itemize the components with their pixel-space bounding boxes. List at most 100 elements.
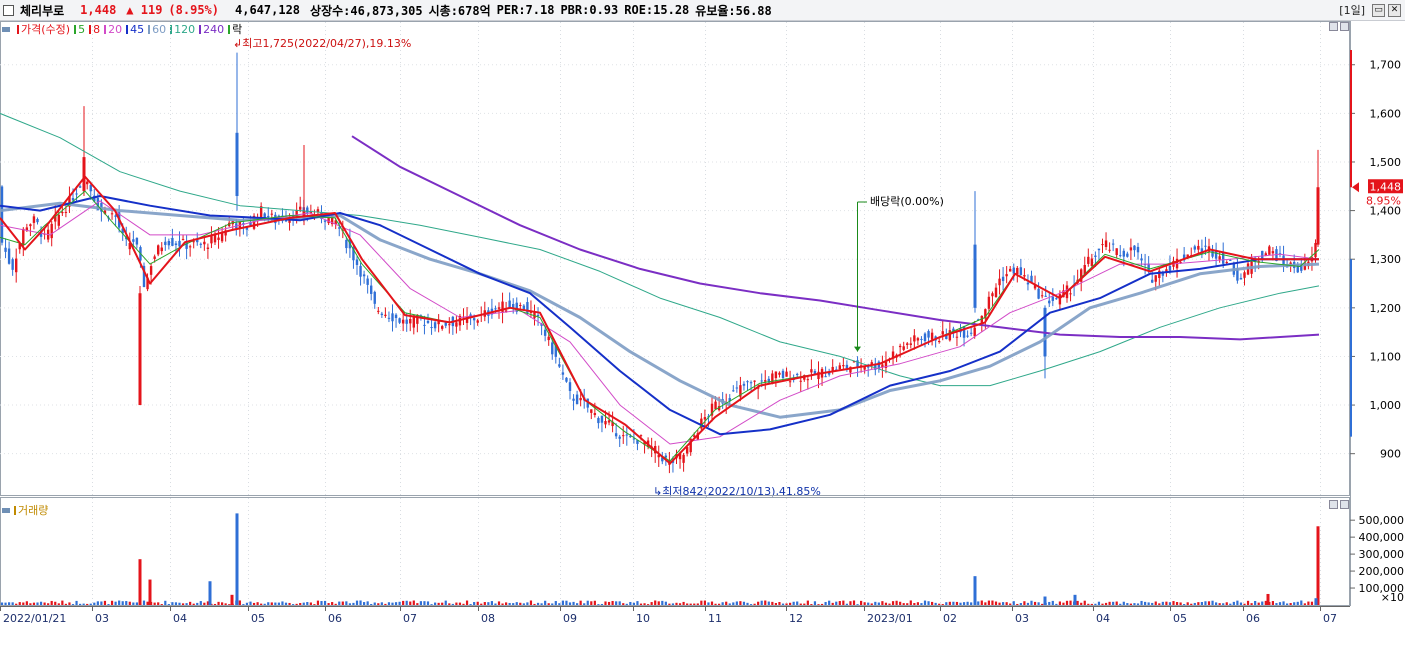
volume-bar [757, 601, 760, 605]
restore-window-icon[interactable]: ▭ [1372, 3, 1385, 17]
volume-bar [345, 601, 348, 605]
volume-pane-maximize-icon[interactable] [1340, 500, 1349, 509]
candle-body [224, 230, 227, 236]
volume-bar [1307, 601, 1310, 605]
candle-body [430, 327, 433, 329]
volume-bar [980, 600, 983, 605]
candle-body [1119, 255, 1122, 257]
volume-bar [998, 602, 1001, 605]
candle-body [25, 227, 29, 231]
candle-body [1165, 269, 1168, 273]
roe-value: ROE:15.28 [624, 3, 690, 17]
candle-body [1282, 255, 1285, 265]
candle-body [46, 229, 50, 240]
legend-handle-icon[interactable] [2, 26, 10, 32]
volume-bar [192, 603, 195, 605]
volume-bar [867, 602, 870, 605]
volume-handle-icon[interactable] [2, 507, 10, 513]
volume-bar [884, 602, 888, 605]
candle-body [1211, 250, 1214, 257]
volume-bar [29, 603, 32, 605]
volume-bar [213, 603, 217, 605]
volume-bar [54, 601, 57, 605]
pane-minimize-icon[interactable] [1329, 22, 1338, 31]
candle-body [149, 266, 153, 275]
candle-body [1043, 307, 1047, 357]
volume-bar [43, 602, 46, 605]
pane-maximize-icon[interactable] [1340, 22, 1349, 31]
candle-body [1151, 279, 1154, 283]
legend-ma45[interactable]: 45 [130, 22, 145, 36]
candle-body [902, 346, 905, 350]
legend-price[interactable]: 가격(수정) [21, 23, 71, 36]
volume-bar [366, 601, 369, 605]
candle-body [1271, 251, 1275, 254]
volume-bar [373, 602, 376, 605]
volume-bar [654, 600, 657, 605]
volume-bar [1119, 603, 1122, 605]
candle-body [1261, 250, 1264, 260]
candle-body [838, 365, 841, 370]
legend-ma8[interactable]: 8 [93, 22, 101, 36]
candle-body [625, 434, 628, 436]
candle-body [629, 436, 632, 438]
y-tick-label: 1,200 [1370, 302, 1402, 315]
ma120-marker [170, 24, 173, 34]
volume-bar [480, 603, 483, 605]
legend-ma120[interactable]: 120 [174, 22, 196, 36]
candle-body [32, 216, 36, 223]
volume-bar [423, 601, 426, 605]
candle-body [522, 305, 526, 311]
volume-bar [696, 603, 699, 605]
stock-name[interactable]: 체리부로 [20, 3, 65, 18]
candle-body [455, 322, 458, 327]
volume-bar [341, 601, 344, 605]
select-checkbox[interactable] [3, 4, 14, 16]
candle-body [75, 193, 78, 195]
volume-bar [813, 601, 817, 605]
volume-bar [377, 603, 380, 605]
candle-body [543, 329, 547, 336]
volume-bar [916, 602, 919, 605]
legend-ma240[interactable]: 240 [203, 22, 225, 36]
candle-body [717, 406, 721, 411]
volume-bar [1044, 602, 1047, 605]
volume-legend-label[interactable]: 거래량 [18, 504, 49, 517]
period-selector[interactable]: [1일] [1339, 4, 1365, 17]
candle-body [515, 302, 518, 312]
candle-body [480, 314, 483, 316]
candle-body [409, 318, 412, 324]
volume-bar [185, 603, 188, 605]
candle-body [984, 309, 987, 319]
volume-bar [306, 602, 309, 605]
candle-body [217, 237, 220, 241]
volume-bar [1193, 602, 1196, 605]
legend-ma20[interactable]: 20 [108, 22, 123, 36]
volume-pane-minimize-icon[interactable] [1329, 500, 1338, 509]
candle-body [891, 351, 895, 359]
candle-body [962, 326, 966, 338]
candle-body [497, 307, 501, 309]
candle-body [387, 317, 391, 319]
volume-bar [991, 600, 994, 605]
volume-bar [760, 600, 763, 605]
volume-bar [845, 603, 848, 605]
candle-body [1289, 262, 1292, 265]
volume-bar [309, 602, 312, 605]
candle-body [657, 454, 660, 458]
close-window-icon[interactable]: ✕ [1388, 3, 1401, 17]
y-tick-label: 900 [1380, 448, 1401, 461]
candle-body [693, 435, 696, 437]
volume-bar [61, 600, 64, 605]
legend-ma60[interactable]: 60 [152, 22, 167, 36]
legend-ma5[interactable]: 5 [78, 22, 86, 36]
candle-body [948, 330, 952, 341]
volume-bar [572, 601, 575, 605]
volume-bar [1090, 603, 1093, 605]
candle-body [572, 398, 575, 401]
candle-body [682, 454, 685, 463]
candle-body [1062, 290, 1065, 298]
candle-body [164, 241, 167, 245]
volume-bar [1275, 603, 1278, 605]
candlesticks [0, 52, 1320, 474]
